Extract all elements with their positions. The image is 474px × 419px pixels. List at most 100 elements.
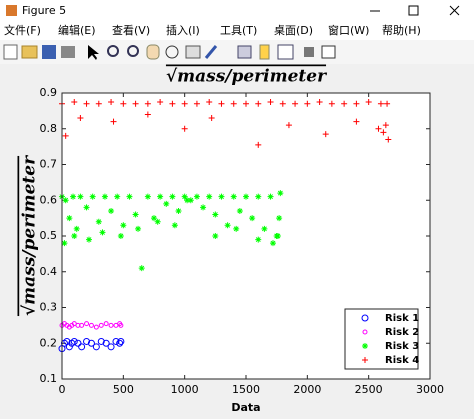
menu-item[interactable]: 帮助(H): [382, 23, 421, 37]
y-tick-label: 0.9: [40, 86, 58, 99]
scatter-point: [132, 100, 139, 107]
scatter-point: [116, 339, 124, 347]
scatter-point: [187, 197, 194, 204]
marker-shape: [65, 343, 73, 351]
tool-open[interactable]: [21, 45, 38, 59]
x-tick-label: 1000: [171, 383, 199, 396]
scatter-point: [120, 100, 127, 107]
tool-colorbar[interactable]: [259, 44, 270, 60]
scatter-point: [200, 204, 207, 211]
tool-datatip[interactable]: [185, 45, 201, 59]
scatter-point: [71, 98, 78, 105]
marker-shape: [110, 118, 117, 125]
scatter-point: [193, 100, 200, 107]
menu-item[interactable]: 插入(I): [166, 23, 200, 37]
marker-shape: [70, 193, 77, 200]
tool-rotate[interactable]: [165, 45, 179, 59]
marker-shape: [99, 229, 106, 236]
scatter-point: [322, 131, 329, 138]
title-bar: [0, 0, 474, 22]
marker-shape: [88, 322, 94, 328]
marker-shape: [181, 100, 188, 107]
window-title: Figure 5: [22, 4, 66, 17]
legend-marker: [362, 343, 368, 349]
scatter-point: [230, 193, 237, 200]
x-tick-label: 1500: [232, 383, 260, 396]
scatter-point: [154, 218, 161, 225]
scatter-point: [269, 240, 276, 247]
scatter-point: [66, 215, 73, 222]
tool-hide-plot[interactable]: [304, 47, 314, 57]
legend: Risk 1 Risk 2 Risk 3 Risk 4: [344, 308, 419, 370]
scatter-point: [353, 118, 360, 125]
marker-shape: [112, 337, 120, 345]
marker-shape: [267, 193, 274, 200]
marker-shape: [101, 193, 108, 200]
scatter-point: [171, 222, 178, 229]
scatter-point: [77, 115, 84, 122]
tool-show-plot[interactable]: [321, 45, 336, 59]
menu-item[interactable]: 工具(T): [220, 24, 257, 37]
marker-shape: [249, 215, 256, 222]
marker-shape: [77, 193, 84, 200]
marker-shape: [255, 193, 262, 200]
tool-zoom-out[interactable]: [127, 45, 139, 57]
marker-shape: [71, 233, 78, 239]
maximize-button[interactable]: [408, 5, 419, 16]
marker-shape: [62, 197, 69, 204]
scatter-point: [292, 100, 299, 107]
marker-shape: [292, 100, 299, 107]
close-button[interactable]: [449, 5, 460, 16]
scatter-point: [206, 193, 213, 200]
tool-save[interactable]: [42, 45, 56, 59]
marker-shape: [95, 100, 102, 107]
marker-shape: [66, 215, 73, 222]
legend-label: Risk 1: [385, 313, 419, 324]
tool-pointer[interactable]: [88, 45, 99, 60]
menu-item[interactable]: 编辑(E): [58, 23, 96, 37]
tool-pan[interactable]: [146, 44, 160, 60]
tool-print[interactable]: [61, 46, 75, 58]
marker-shape: [132, 100, 139, 107]
scatter-point: [126, 193, 133, 200]
scatter-point: [87, 339, 95, 347]
menu-item[interactable]: 文件(F): [4, 23, 41, 37]
marker-shape: [87, 339, 95, 347]
scatter-point: [144, 111, 151, 118]
scatter-point: [88, 322, 94, 328]
tool-link[interactable]: [237, 45, 252, 59]
scatter-point: [382, 122, 389, 129]
scatter-point: [135, 225, 142, 232]
menu-item[interactable]: 窗口(W): [328, 23, 369, 37]
menu-item[interactable]: 桌面(D): [274, 24, 313, 37]
marker-shape: [154, 218, 161, 225]
scatter-point: [103, 321, 109, 327]
scatter-point: [261, 225, 268, 232]
marker-shape: [169, 100, 176, 107]
marker-shape: [243, 100, 249, 107]
marker-shape: [181, 125, 188, 132]
scatter-point: [74, 339, 82, 347]
tool-legend[interactable]: [277, 44, 294, 60]
menu-item[interactable]: 查看(V): [112, 23, 150, 37]
tool-new[interactable]: [3, 44, 18, 60]
legend-label: Risk 3: [385, 341, 419, 352]
y-tick-label: 0.2: [40, 336, 58, 349]
marker-shape: [144, 111, 151, 118]
y-tick-label: 0.3: [40, 301, 58, 314]
scatter-point: [353, 100, 360, 107]
scatter-point: [85, 236, 92, 243]
scatter-point: [267, 193, 274, 200]
tool-brush[interactable]: [204, 45, 218, 59]
marker-shape: [163, 200, 170, 207]
marker-shape: [73, 225, 80, 232]
marker-shape: [375, 125, 382, 132]
scatter-point: [255, 193, 262, 200]
scatter-point: [83, 337, 91, 345]
scatter-point: [375, 125, 382, 132]
marker-shape: [279, 100, 286, 107]
scatter-point: [184, 197, 191, 204]
tool-zoom-in[interactable]: [107, 45, 119, 57]
